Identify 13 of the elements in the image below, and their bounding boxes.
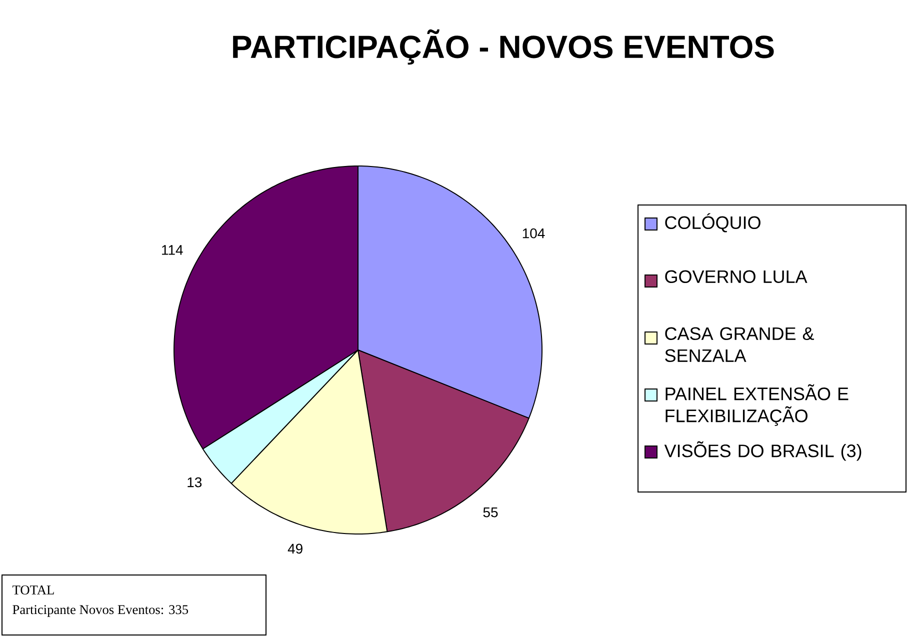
chart-title: PARTICIPAÇÃO - NOVOS EVENTOS [233, 29, 774, 65]
legend-label: CASA GRANDE & SENZALA [665, 327, 814, 362]
legend-label: GOVERNO LULA [665, 270, 808, 283]
data-label: 55 [483, 507, 498, 518]
data-label: 104 [522, 228, 545, 238]
legend-label: COLÓQUIO [665, 213, 760, 232]
legend-label: PAINEL EXTENSÃO E FLEXIBILIZAÇÃO [666, 384, 848, 426]
text: TOTAL [12, 586, 54, 594]
text: Participante Novos Eventos: 335 [12, 605, 188, 617]
data-label: 13 [188, 477, 202, 488]
data-label: 49 [288, 544, 302, 554]
data-label: 114 [162, 245, 183, 255]
legend-label: VISÕES DO BRASIL (3) [664, 441, 862, 461]
